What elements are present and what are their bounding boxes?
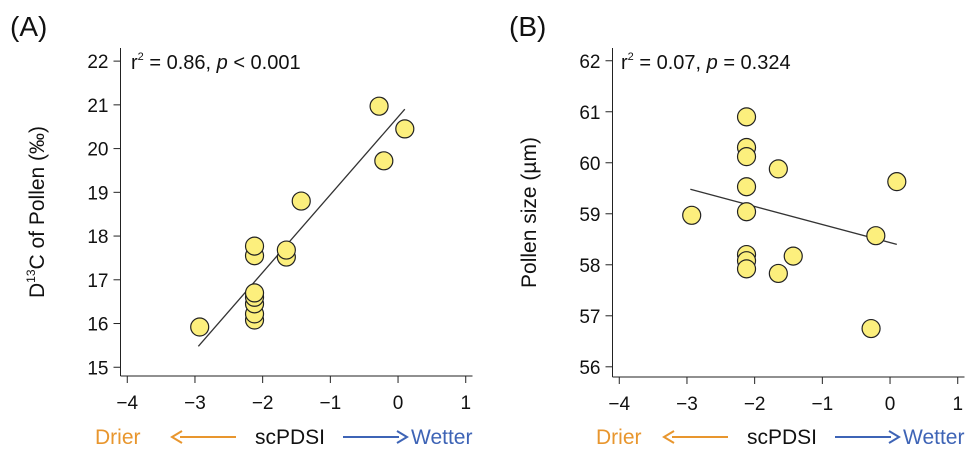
regression-line (197, 108, 406, 347)
data-point (866, 226, 886, 246)
y-tick-label: 62 (579, 52, 600, 73)
y-tick-label: 17 (87, 271, 108, 292)
x-tick-label: −4 (116, 393, 138, 414)
y-tick-label: 19 (87, 183, 108, 204)
x-tick-label: −2 (744, 394, 766, 415)
data-point (783, 246, 803, 266)
data-point (887, 172, 907, 192)
data-point (682, 205, 702, 225)
data-point (276, 240, 296, 260)
panel-label: (B) (509, 11, 546, 42)
stat-p-value: < 0.001 (228, 52, 301, 74)
y-label-superscript: 13 (24, 269, 38, 283)
y-tick-label: 56 (579, 358, 600, 379)
drier-arrowhead (170, 430, 183, 444)
data-point (861, 318, 881, 339)
data-point (768, 263, 788, 284)
y-tick-label: 22 (87, 52, 108, 73)
y-tick-label: 16 (87, 315, 108, 336)
y-tick-label: 18 (87, 227, 108, 248)
x-tick-label: −3 (676, 394, 698, 415)
drier-arrowhead (662, 430, 675, 444)
stat-value: = 0.86, (144, 52, 217, 74)
x-tick-label: 1 (952, 394, 963, 415)
y-tick-label: 60 (579, 154, 600, 175)
panel-label: (A) (10, 11, 47, 42)
drier-label: Drier (95, 426, 141, 449)
y-label-part: D (26, 283, 49, 298)
y-label-part: C of Pollen (‰) (26, 126, 49, 270)
drier-label: Drier (596, 426, 642, 449)
data-point (736, 107, 757, 127)
data-point (736, 177, 757, 197)
wetter-label: Wetter (903, 426, 964, 449)
y-tick-label: 59 (579, 205, 600, 226)
y-axis-label: D13C of Pollen (‰) (24, 126, 49, 298)
stat-superscript: 2 (628, 51, 634, 63)
stat-annotation: r2 = 0.86, p < 0.001 (131, 51, 301, 74)
data-point (369, 96, 389, 116)
data-point (768, 159, 788, 179)
y-tick-label: 61 (579, 103, 600, 124)
x-tick-label: 0 (885, 394, 896, 415)
y-axis-label: Pollen size (µm) (518, 137, 541, 288)
data-point (244, 283, 265, 303)
stat-annotation: r2 = 0.07, p = 0.324 (621, 51, 791, 74)
stat-r: r (621, 52, 628, 74)
regression-line (690, 188, 897, 246)
x-tick-label: −2 (252, 393, 274, 414)
data-point (374, 151, 394, 171)
panel-b: 56 57 58 59 60 61 62 −4 −3 −2 −1 0 1 (B) r2 = 0.07, p … (509, 11, 965, 449)
y-tick-label: 21 (87, 96, 108, 117)
y-tick-label: 57 (579, 307, 600, 328)
x-axis-label: scPDSI (747, 426, 817, 449)
data-point (291, 191, 311, 211)
x-tick-label: −3 (184, 393, 206, 414)
y-tick-label: 15 (87, 358, 108, 379)
stat-p-value: = 0.324 (718, 52, 791, 74)
data-point (736, 202, 757, 222)
y-tick-label: 20 (87, 140, 108, 161)
wetter-arrowhead (396, 430, 409, 444)
data-point (190, 317, 210, 337)
data-point (736, 259, 757, 279)
data-point (736, 147, 757, 167)
x-axis-label: scPDSI (255, 426, 325, 449)
x-tick-label: −4 (608, 394, 630, 415)
stat-r: r (131, 52, 138, 74)
x-tick-label: −1 (320, 393, 342, 414)
wetter-arrowhead (888, 430, 901, 444)
stat-superscript: 2 (138, 51, 144, 63)
wetter-label: Wetter (411, 426, 472, 449)
x-tick-label: 0 (393, 393, 404, 414)
data-point (395, 119, 415, 139)
stat-value: = 0.07, (634, 52, 707, 74)
stat-p-symbol: p (216, 52, 228, 74)
stat-p-symbol: p (706, 52, 718, 74)
x-tick-label: −1 (812, 394, 834, 415)
data-point (244, 236, 265, 256)
x-tick-label: 1 (460, 393, 471, 414)
panel-a: 15 16 17 18 19 20 21 22 −4 −3 −2 −1 0 1 (A) r2 = 0.86, … (10, 11, 473, 449)
y-tick-label: 58 (579, 256, 600, 277)
